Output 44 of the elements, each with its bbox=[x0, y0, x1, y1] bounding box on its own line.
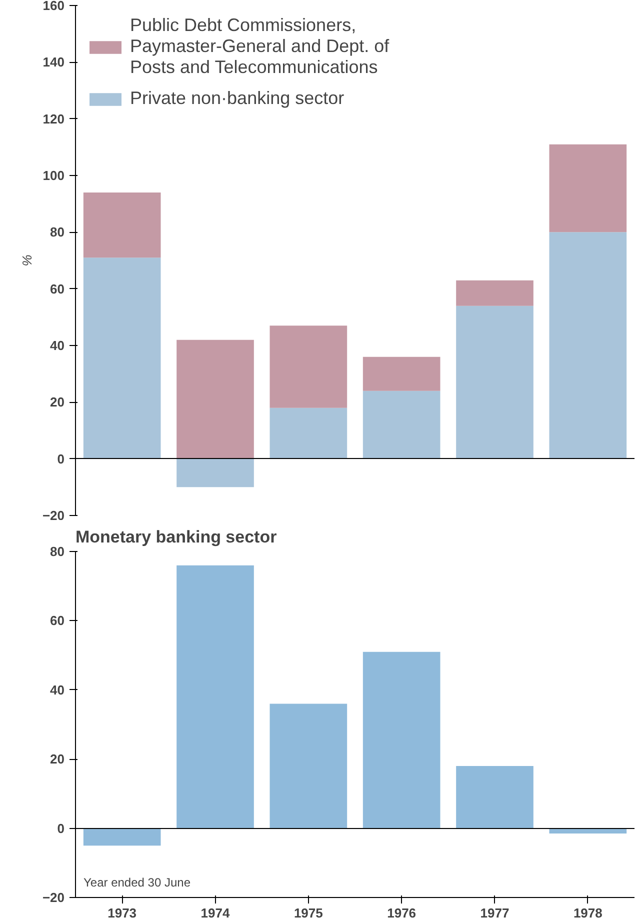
y-tick-label: 80 bbox=[50, 224, 65, 240]
bar bbox=[549, 144, 627, 232]
bar bbox=[456, 280, 534, 306]
y-axis-title: % bbox=[19, 254, 34, 266]
y-tick-label: 60 bbox=[50, 613, 65, 628]
bar bbox=[362, 356, 440, 391]
bar bbox=[456, 306, 534, 459]
chart-title: Monetary banking sector bbox=[76, 528, 278, 546]
y-tick-label: 60 bbox=[50, 281, 65, 296]
bar bbox=[83, 258, 161, 459]
bar bbox=[83, 192, 161, 258]
x-tick-label: 1976 bbox=[387, 906, 416, 920]
legend-label: Public Debt Commissioners, Paymaster-General and Dept. of Posts and Telecommunications bbox=[130, 15, 390, 78]
bar bbox=[270, 408, 348, 459]
y-tick-label: 160 bbox=[42, 0, 65, 13]
x-tick-label: 1974 bbox=[200, 906, 230, 920]
y-tick-label: 40 bbox=[50, 682, 65, 698]
y-tick-label: 140 bbox=[42, 54, 65, 70]
legend-label: Private non·banking sector bbox=[130, 88, 344, 109]
y-tick-label: −20 bbox=[42, 890, 65, 905]
y-tick-label: −20 bbox=[42, 508, 65, 523]
y-tick-label: 0 bbox=[57, 451, 65, 466]
bar bbox=[362, 652, 440, 828]
bar bbox=[362, 390, 440, 459]
x-tick-label: 1975 bbox=[294, 906, 323, 920]
annotation: Year ended 30 June bbox=[84, 876, 191, 890]
bar bbox=[456, 766, 534, 828]
y-tick-label: 40 bbox=[50, 338, 65, 353]
x-tick-label: 1978 bbox=[573, 906, 602, 920]
y-tick-label: 0 bbox=[57, 820, 65, 836]
bar bbox=[83, 828, 161, 846]
bar bbox=[176, 458, 254, 488]
bar bbox=[549, 232, 627, 459]
y-tick-label: 120 bbox=[42, 111, 65, 126]
bar bbox=[176, 340, 254, 459]
bar bbox=[176, 565, 254, 828]
y-tick-label: 100 bbox=[42, 168, 65, 183]
y-tick-label: 20 bbox=[50, 752, 65, 767]
x-tick-label: 1973 bbox=[108, 906, 137, 920]
y-tick-label: 20 bbox=[50, 394, 65, 410]
x-tick-label: 1977 bbox=[480, 906, 510, 920]
bar bbox=[270, 326, 348, 408]
y-tick-label: 80 bbox=[50, 544, 65, 559]
bar bbox=[270, 704, 348, 828]
